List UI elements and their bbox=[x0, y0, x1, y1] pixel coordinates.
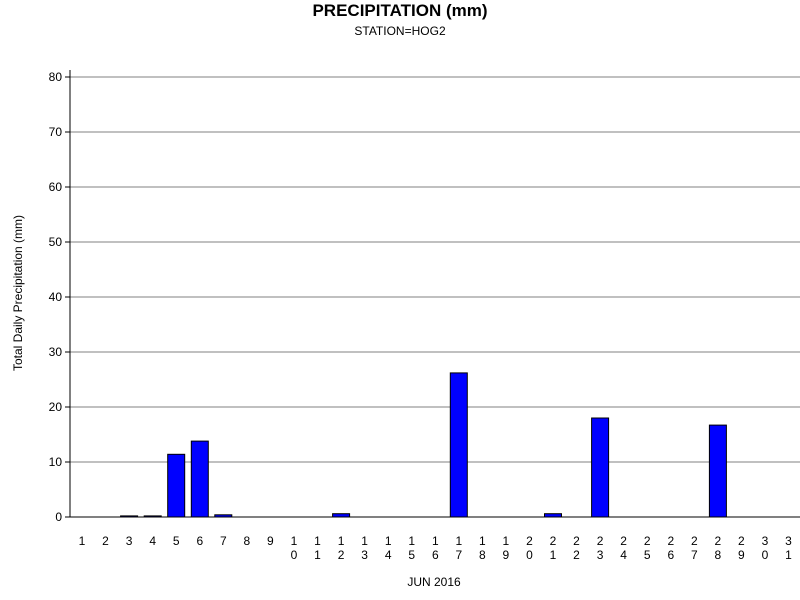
x-tick-labels: 1 2 3 4 5 6 7 8 9 1 01 11 21 31 41 51 61 71 81 92 02 12 22 32 42… bbox=[79, 534, 793, 562]
x-tick-label: 1 bbox=[79, 534, 86, 548]
chart-title: PRECIPITATION (mm) bbox=[312, 1, 488, 20]
bar-day-6 bbox=[190, 440, 209, 518]
x-tick-label: 9 bbox=[267, 534, 274, 548]
y-axis-label: Total Daily Precipitation (mm) bbox=[11, 215, 25, 371]
x-tick-label: 3 bbox=[126, 534, 133, 548]
y-tick-label: 80 bbox=[49, 70, 63, 84]
x-tick-label: 6 bbox=[196, 534, 203, 548]
y-tick-labels: 0 10 20 30 40 50 60 70 80 bbox=[49, 70, 70, 524]
gridlines bbox=[70, 76, 800, 463]
x-tick-label: 2 bbox=[102, 534, 109, 548]
y-tick-label: 30 bbox=[49, 345, 63, 359]
y-tick-label: 0 bbox=[55, 510, 62, 524]
x-tick-label: 5 bbox=[173, 534, 180, 548]
x-tick-label: 7 bbox=[220, 534, 227, 548]
y-tick-label: 40 bbox=[49, 290, 63, 304]
x-tick-label: 8 bbox=[243, 534, 250, 548]
y-tick-label: 60 bbox=[49, 180, 63, 194]
y-tick-label: 20 bbox=[49, 400, 63, 414]
y-tick-label: 70 bbox=[49, 125, 63, 139]
bar-day-5 bbox=[167, 453, 186, 518]
x-tick-label: 4 bbox=[149, 534, 156, 548]
y-tick-label: 50 bbox=[49, 235, 63, 249]
bar-day-17 bbox=[449, 372, 468, 518]
x-axis-label: JUN 2016 bbox=[407, 575, 461, 589]
bar-day-28 bbox=[708, 424, 727, 518]
bars bbox=[120, 372, 727, 518]
chart-subtitle: STATION=HOG2 bbox=[354, 24, 446, 38]
bar-day-23 bbox=[591, 417, 610, 518]
y-tick-label: 10 bbox=[49, 455, 63, 469]
